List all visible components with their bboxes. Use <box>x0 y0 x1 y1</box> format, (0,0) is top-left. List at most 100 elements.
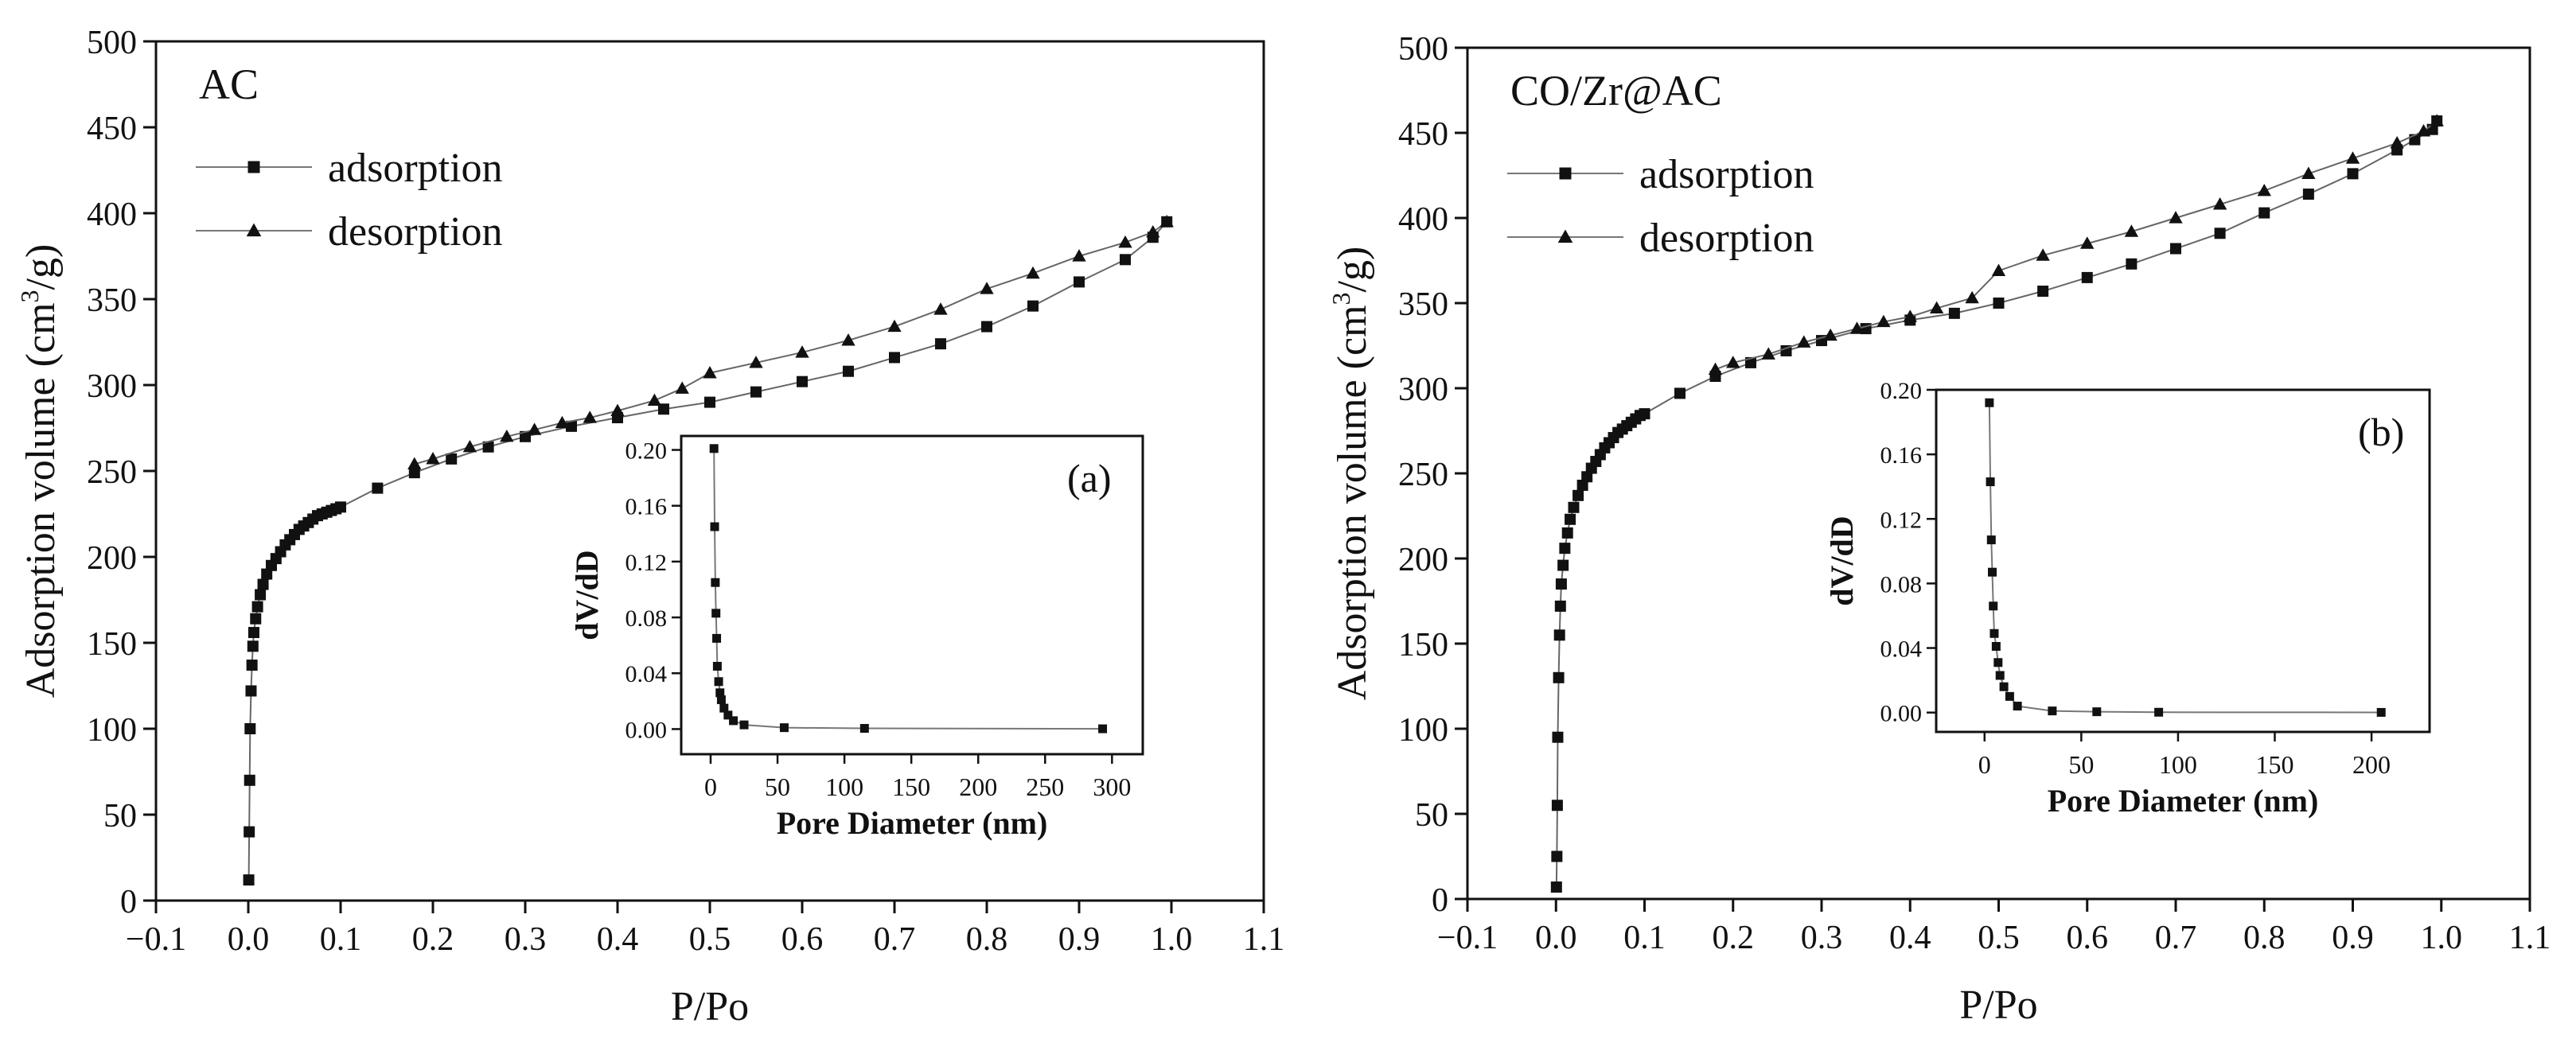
data-point-desorption <box>1876 314 1891 328</box>
inset-data-point <box>723 710 733 720</box>
inset-data-point <box>715 688 725 698</box>
inset-y-tick-label: 0.20 <box>1880 378 1923 404</box>
data-point-adsorption <box>1993 298 2005 309</box>
data-point-adsorption <box>244 826 255 838</box>
panel-label: CO/Zr@AC <box>1510 67 1722 115</box>
inset-y-tick-label: 0.04 <box>625 661 668 687</box>
y-axis-title: Adsorption volume (cm3/g) <box>1327 247 1375 701</box>
y-tick-label: 400 <box>1398 201 1448 238</box>
y-tick-label: 350 <box>87 282 137 319</box>
y-axis-title-main: Adsorption volume (cm <box>1330 305 1375 700</box>
y-tick-label: 100 <box>1398 712 1448 749</box>
x-tick-label: 0.0 <box>1535 920 1577 956</box>
x-tick-label: 1.0 <box>1151 921 1193 958</box>
y-tick-label: 300 <box>87 368 137 405</box>
inset-x-tick-label: 200 <box>959 772 997 801</box>
data-point-adsorption <box>243 874 255 886</box>
data-point-desorption <box>1823 328 1837 341</box>
data-point-desorption <box>2036 248 2050 261</box>
inset-frame <box>1935 388 2431 734</box>
data-point-desorption <box>610 403 625 417</box>
y-tick-label: 50 <box>103 798 137 835</box>
data-point-adsorption <box>843 365 854 377</box>
data-point-desorption <box>2345 151 2360 164</box>
data-point-desorption <box>1991 263 2006 276</box>
data-point-adsorption <box>1120 254 1131 266</box>
inset-x-tick-label: 50 <box>2068 750 2094 779</box>
inset-y-tick-label: 0.08 <box>625 605 668 632</box>
data-point-adsorption <box>2347 168 2359 180</box>
legend-marker <box>1557 229 1573 243</box>
data-point-desorption <box>2301 166 2316 179</box>
y-axis-title: Adsorption volume (cm3/g) <box>15 244 64 699</box>
x-tick-label: 0.8 <box>966 921 1008 958</box>
inset-y-tick-label: 0.00 <box>625 717 668 743</box>
x-tick-label: 0.2 <box>412 921 454 958</box>
data-point-adsorption <box>446 453 458 465</box>
inset-y-tick-label: 0.12 <box>1880 507 1923 533</box>
inset-x-tick-label: 300 <box>1093 772 1131 801</box>
x-tick-label: 1.1 <box>2509 920 2551 956</box>
y-tick-label: 250 <box>1398 457 1448 493</box>
data-point-adsorption <box>251 601 263 613</box>
data-point-desorption <box>555 415 570 429</box>
x-tick-label: 0.4 <box>597 921 639 958</box>
inset-x-tick-label: 200 <box>2352 750 2391 779</box>
series-line-desorption <box>1715 120 2438 371</box>
data-point-desorption <box>500 429 514 442</box>
data-point-adsorption <box>1581 471 1593 483</box>
data-point-adsorption <box>2214 228 2226 239</box>
inset-x-tick-label: 100 <box>825 772 863 801</box>
inset-data-point <box>1993 658 2003 667</box>
y-axis-title-tail: /g) <box>18 244 64 290</box>
data-point-adsorption <box>244 723 256 734</box>
data-point-adsorption <box>2081 271 2093 283</box>
data-point-adsorption <box>244 774 255 786</box>
inset-data-point <box>1986 535 1996 545</box>
data-point-adsorption <box>372 482 384 494</box>
inset-y-tick-label: 0.04 <box>1880 636 1923 663</box>
data-point-adsorption <box>520 430 531 442</box>
x-tick-label: 0.2 <box>1713 920 1755 956</box>
inset-x-axis-title: Pore Diameter (nm) <box>2048 783 2319 819</box>
inset-plot: 0 50 100 150 200 0.00 0.04 0.08 0.12 0.16 0.20 Pore… <box>1824 378 2431 819</box>
legend-marker <box>247 161 260 173</box>
x-tick-label: 0.8 <box>2243 920 2286 956</box>
data-point-desorption <box>1797 335 1811 348</box>
data-point-adsorption <box>750 386 762 398</box>
inset-data-point <box>709 444 719 453</box>
data-point-adsorption <box>2037 286 2049 298</box>
inset-x-tick-label: 0 <box>704 772 717 801</box>
x-tick-label: 1.0 <box>2421 920 2463 956</box>
data-point-desorption <box>1849 321 1865 334</box>
inset-data-point <box>711 609 721 618</box>
data-point-adsorption <box>1576 479 1588 491</box>
chart-panel-1: −0.1 0.0 0.1 0.2 0.3 0.4 0.5 0.6 0.7 0.8 0.9 1.0 1.1… <box>15 25 1284 1029</box>
x-tick-label: 0.1 <box>1623 920 1666 956</box>
inset-y-tick-label: 0.08 <box>1880 571 1923 597</box>
y-tick-label: 450 <box>87 111 137 147</box>
inset-data-point <box>1989 628 1999 638</box>
data-point-adsorption <box>1553 671 1565 683</box>
inset-data-point <box>2048 706 2057 716</box>
data-point-adsorption <box>658 403 669 415</box>
inset-series-line <box>1988 403 2382 714</box>
x-tick-label: 0.1 <box>320 921 362 958</box>
inset-x-tick-label: 100 <box>2159 750 2197 779</box>
data-point-desorption <box>1708 362 1723 376</box>
data-point-adsorption <box>1553 629 1565 641</box>
y-tick-label: 400 <box>87 197 137 233</box>
data-point-desorption <box>462 439 477 453</box>
data-point-adsorption <box>566 420 577 432</box>
data-point-adsorption <box>245 685 257 697</box>
x-tick-label: 0.4 <box>1889 920 1931 956</box>
inset-data-point <box>1991 642 2001 651</box>
x-tick-label: 0.6 <box>781 921 824 958</box>
y-axis-title-sup: 3 <box>15 290 44 302</box>
inset-label: (a) <box>1067 456 1112 500</box>
inset-x-axis-title: Pore Diameter (nm) <box>777 805 1048 841</box>
data-point-adsorption <box>1550 881 1562 893</box>
inset-data-point <box>1985 398 1994 407</box>
data-point-desorption <box>1726 356 1740 368</box>
inset-y-tick-label: 0.16 <box>1880 442 1923 469</box>
